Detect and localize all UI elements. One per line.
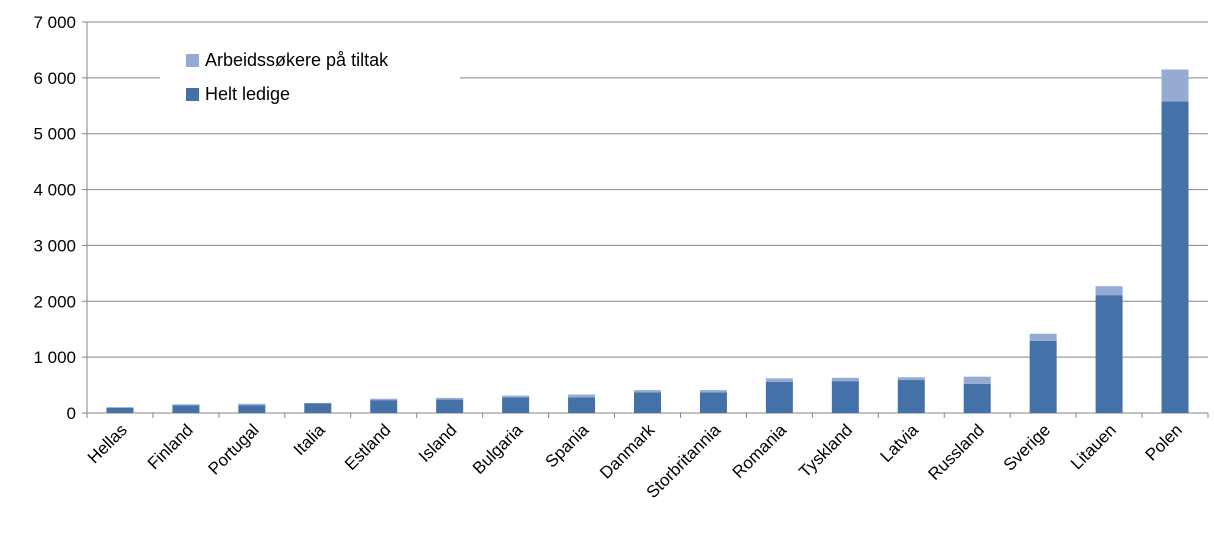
bar-segment-tiltak (699, 390, 727, 393)
x-tick-label: Hellas (84, 420, 131, 467)
bar-segment-tiltak (963, 376, 991, 384)
legend-swatch-helt-ledige (186, 88, 199, 101)
bar-segment-helt-ledige (634, 392, 661, 413)
x-tick-label: Sverige (1000, 420, 1054, 474)
bar-segment-tiltak (502, 395, 530, 398)
bar-segment-helt-ledige (897, 380, 925, 413)
y-tick-label: 6 000 (33, 69, 76, 88)
x-tick-label: Romania (729, 420, 791, 482)
bar-segment-helt-ledige (1095, 295, 1123, 413)
y-tick-label: 5 000 (33, 125, 76, 144)
legend-swatch-tiltak (186, 54, 199, 67)
bar-segment-tiltak (172, 404, 200, 406)
x-tick-label: Russland (924, 420, 988, 484)
x-tick-label: Polen (1142, 420, 1186, 464)
y-tick-label: 1 000 (33, 348, 76, 367)
bar-segment-tiltak (370, 398, 398, 401)
legend-label-tiltak: Arbeidssøkere på tiltak (205, 50, 389, 70)
bar-segment-tiltak (1029, 333, 1057, 341)
bar-segment-tiltak (1161, 69, 1189, 102)
bar-segment-tiltak (634, 390, 661, 393)
bar-segment-helt-ledige (963, 383, 991, 413)
bar-segment-helt-ledige (568, 397, 596, 413)
bar-segment-tiltak (106, 407, 134, 408)
bar-segment-tiltak (436, 397, 464, 400)
bar-segment-tiltak (897, 377, 925, 381)
x-tick-label: Italia (290, 420, 329, 459)
x-tick-label: Finland (144, 420, 197, 473)
bar-segment-tiltak (765, 378, 793, 382)
legend-item-tiltak: Arbeidssøkere på tiltak (186, 50, 388, 71)
bar-segment-tiltak (238, 403, 266, 406)
bar-segment-tiltak (304, 402, 332, 404)
x-tick-label: Latvia (877, 420, 923, 466)
bar-segment-helt-ledige (831, 381, 859, 413)
x-tick-label: Portugal (204, 420, 262, 478)
bar-segment-tiltak (568, 394, 596, 398)
x-tick-label: Danmark (596, 420, 659, 483)
bar-segment-tiltak (1095, 286, 1123, 296)
bar-segment-helt-ledige (1161, 101, 1189, 414)
x-tick-label: Spania (542, 420, 593, 471)
x-tick-label: Litauen (1067, 420, 1120, 473)
bar-segment-helt-ledige (106, 407, 134, 413)
bar-segment-helt-ledige (304, 403, 332, 413)
bar-segment-helt-ledige (1029, 340, 1057, 413)
y-tick-label: 0 (67, 404, 76, 423)
y-tick-label: 7 000 (33, 13, 76, 32)
bar-segment-helt-ledige (436, 399, 464, 413)
bar-segment-helt-ledige (699, 392, 727, 413)
bar-segment-helt-ledige (172, 405, 200, 413)
legend: Arbeidssøkere på tiltak Helt ledige (160, 40, 460, 118)
y-tick-label: 2 000 (33, 292, 76, 311)
legend-item-helt-ledige: Helt ledige (186, 84, 290, 105)
bar-segment-helt-ledige (238, 405, 266, 413)
legend-label-helt-ledige: Helt ledige (205, 84, 291, 104)
x-tick-label: Estland (341, 420, 395, 474)
bar-segment-tiltak (831, 377, 859, 382)
x-tick-label: Island (415, 420, 461, 466)
bar-segment-helt-ledige (370, 400, 398, 413)
bar-segment-helt-ledige (502, 397, 530, 413)
y-tick-label: 4 000 (33, 181, 76, 200)
y-tick-label: 3 000 (33, 236, 76, 255)
x-tick-label: Bulgaria (469, 420, 527, 478)
x-tick-label: Tyskland (795, 420, 856, 481)
bar-segment-helt-ledige (765, 381, 793, 413)
